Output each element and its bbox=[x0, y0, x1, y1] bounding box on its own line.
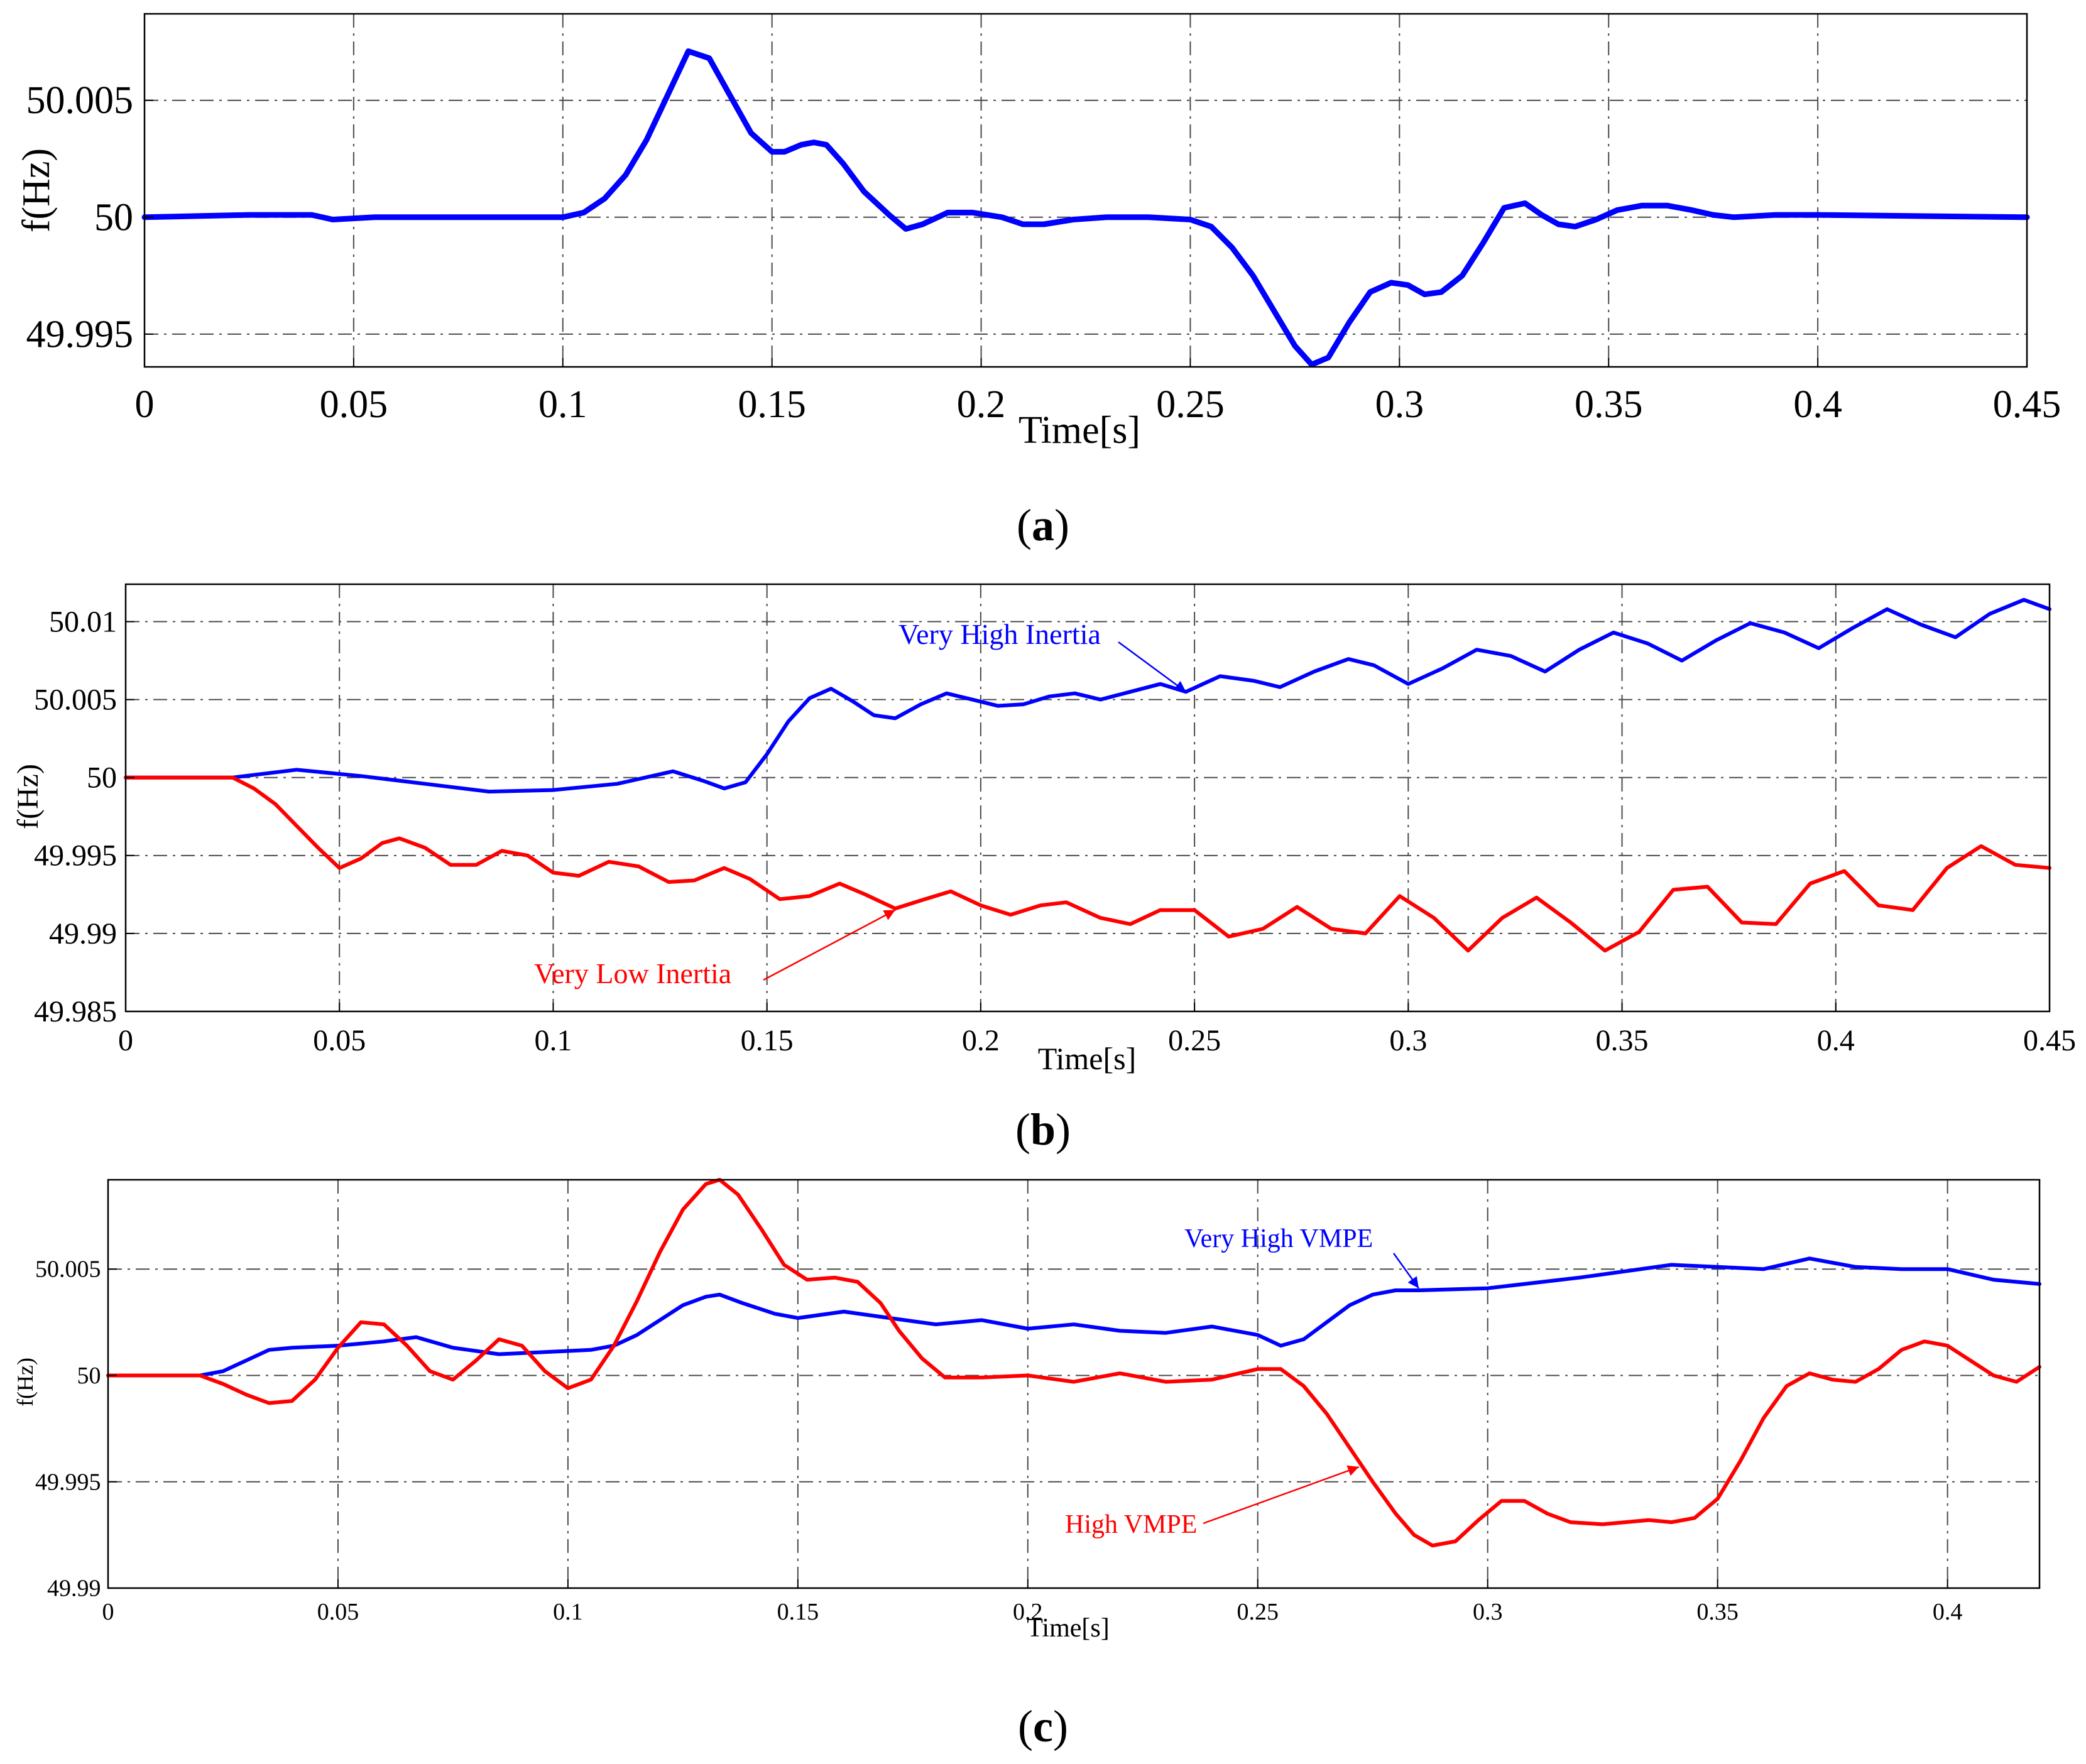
panel-b-xtick-label: 0.15 bbox=[741, 1024, 794, 1057]
panel-c-axes-box bbox=[107, 1179, 2041, 1589]
panel-c-xlabel: Time[s] bbox=[1027, 1614, 1109, 1643]
panel-b-ylabel: f(Hz) bbox=[11, 764, 45, 829]
panel-a-xlabel: Time[s] bbox=[1018, 409, 1140, 452]
panel-a-xtick-label: 0.15 bbox=[738, 383, 806, 426]
annotation-high-vmpe: High VMPE bbox=[1065, 1510, 1197, 1539]
panel-b-xtick-label: 0.05 bbox=[313, 1024, 366, 1057]
panel-b-axes-box bbox=[124, 583, 2051, 1013]
panel-c-ytick-label: 49.995 bbox=[35, 1469, 101, 1495]
panel-b-letter: b bbox=[1030, 1104, 1056, 1155]
panel-a-xtick-label: 0 bbox=[135, 383, 155, 426]
panel-b-xtick-label: 0.45 bbox=[2023, 1024, 2076, 1057]
panel-b-series-very-low-inertia bbox=[124, 775, 2051, 953]
panel-b-xtick-label: 0.4 bbox=[1817, 1024, 1855, 1057]
panel-c-series-high-vmpe bbox=[106, 1178, 2041, 1548]
panel-a: 0 0.05 0.1 0.15 0.2 0.25 0.3 0.35 0.4 0.45 49.995 5… bbox=[15, 13, 2061, 550]
annotation-very-high-vmpe: Very High VMPE bbox=[1184, 1224, 1373, 1253]
panel-a-plot bbox=[141, 48, 2030, 368]
panel-b-grid bbox=[126, 584, 2050, 1011]
panel-c-xtick-label: 0.15 bbox=[777, 1599, 819, 1625]
panel-a-ytick-label: 50.005 bbox=[26, 79, 134, 122]
panel-b-xtick-label: 0.3 bbox=[1389, 1024, 1427, 1057]
annotation-very-high-inertia: Very High Inertia bbox=[898, 618, 1101, 650]
panel-c-series-very-high-vmpe bbox=[106, 1256, 2041, 1378]
panel-c-xtick-label: 0.2 bbox=[1013, 1599, 1043, 1625]
panel-b-ytick-label: 50.01 bbox=[49, 605, 117, 638]
panel-b-xtick-label: 0.2 bbox=[962, 1024, 1000, 1057]
panel-a-grid bbox=[145, 14, 2027, 367]
panel-c-xtick-label: 0.35 bbox=[1696, 1599, 1739, 1625]
panel-c-xtick-label: 0.05 bbox=[317, 1599, 359, 1625]
panel-c: 0 0.05 0.1 0.15 0.2 0.25 0.3 0.35 0.4 49.99 49.995… bbox=[13, 1178, 2041, 1751]
panel-b-ytick-label: 49.99 bbox=[49, 917, 117, 950]
annotation-very-high-vmpe-arrow bbox=[1392, 1253, 1419, 1289]
panel-a-xtick-label: 0.35 bbox=[1575, 383, 1643, 426]
panel-b-xlabel: Time[s] bbox=[1038, 1041, 1137, 1076]
panel-b-ytick-label: 50.005 bbox=[34, 683, 117, 716]
panel-b-xtick-label: 0.25 bbox=[1168, 1024, 1221, 1057]
annotation-very-high-inertia-arrow bbox=[1118, 641, 1187, 693]
panel-c-xtick-label: 0.25 bbox=[1237, 1599, 1279, 1625]
panel-a-xtick-label: 0.45 bbox=[1993, 383, 2061, 426]
panel-c-ytick-label: 49.99 bbox=[47, 1576, 101, 1602]
panel-a-series-f bbox=[141, 48, 2030, 368]
panel-b: 0 0.05 0.1 0.15 0.2 0.25 0.3 0.35 0.4 0.45 49.985 4… bbox=[11, 583, 2076, 1155]
panel-c-ticks: 0 0.05 0.1 0.15 0.2 0.25 0.3 0.35 0.4 49.99 49.995… bbox=[35, 1256, 1962, 1625]
panel-b-series-very-high-inertia bbox=[124, 597, 2051, 794]
panel-a-ylabel: f(Hz) bbox=[15, 148, 58, 232]
panel-a-xtick-label: 0.05 bbox=[320, 383, 388, 426]
panel-b-ticks: 0 0.05 0.1 0.15 0.2 0.25 0.3 0.35 0.4 0.45 49.985 4… bbox=[34, 605, 2076, 1057]
panel-c-label: (c) bbox=[1018, 1701, 1068, 1751]
panel-c-grid bbox=[108, 1180, 2040, 1588]
panel-c-ytick-label: 50.005 bbox=[35, 1256, 101, 1283]
panel-b-xtick-label: 0.1 bbox=[534, 1024, 572, 1057]
panel-a-ticks: 0 0.05 0.1 0.15 0.2 0.25 0.3 0.35 0.4 0.45 49.995 5… bbox=[26, 79, 2061, 426]
panel-a-xtick-label: 0.3 bbox=[1375, 383, 1424, 426]
panel-b-label: (b) bbox=[1015, 1104, 1071, 1155]
panel-a-label: (a) bbox=[1017, 500, 1069, 550]
panel-c-xtick-label: 0.3 bbox=[1473, 1599, 1503, 1625]
panel-c-ylabel: f(Hz) bbox=[13, 1358, 38, 1407]
panel-b-xtick-label: 0 bbox=[118, 1024, 133, 1057]
panel-a-xtick-label: 0.4 bbox=[1793, 383, 1842, 426]
panel-c-letter: c bbox=[1033, 1701, 1053, 1751]
panel-a-xtick-label: 0.2 bbox=[957, 383, 1006, 426]
annotation-very-low-inertia-arrow bbox=[763, 909, 896, 981]
panel-c-xtick-label: 0.4 bbox=[1933, 1599, 1963, 1625]
panel-c-plot bbox=[106, 1178, 2041, 1548]
panel-c-xtick-label: 0.1 bbox=[553, 1599, 583, 1625]
panel-b-xtick-label: 0.35 bbox=[1596, 1024, 1649, 1057]
panel-b-plot bbox=[124, 597, 2051, 953]
panel-c-xtick-label: 0 bbox=[102, 1599, 114, 1625]
panel-a-ytick-label: 50 bbox=[94, 196, 133, 239]
panel-a-axes-box bbox=[143, 13, 2028, 368]
panel-b-ytick-label: 49.985 bbox=[34, 995, 117, 1028]
panel-a-xtick-label: 0.25 bbox=[1156, 383, 1225, 426]
annotation-high-vmpe-arrow bbox=[1203, 1465, 1360, 1525]
annotation-very-low-inertia: Very Low Inertia bbox=[534, 957, 731, 989]
panel-a-ytick-label: 49.995 bbox=[26, 313, 134, 356]
panel-c-ytick-label: 50 bbox=[77, 1363, 101, 1389]
panel-a-xtick-label: 0.1 bbox=[538, 383, 587, 426]
panel-a-letter: a bbox=[1032, 500, 1054, 550]
panel-b-ytick-label: 49.995 bbox=[34, 839, 117, 873]
panel-b-ytick-label: 50 bbox=[87, 761, 117, 795]
